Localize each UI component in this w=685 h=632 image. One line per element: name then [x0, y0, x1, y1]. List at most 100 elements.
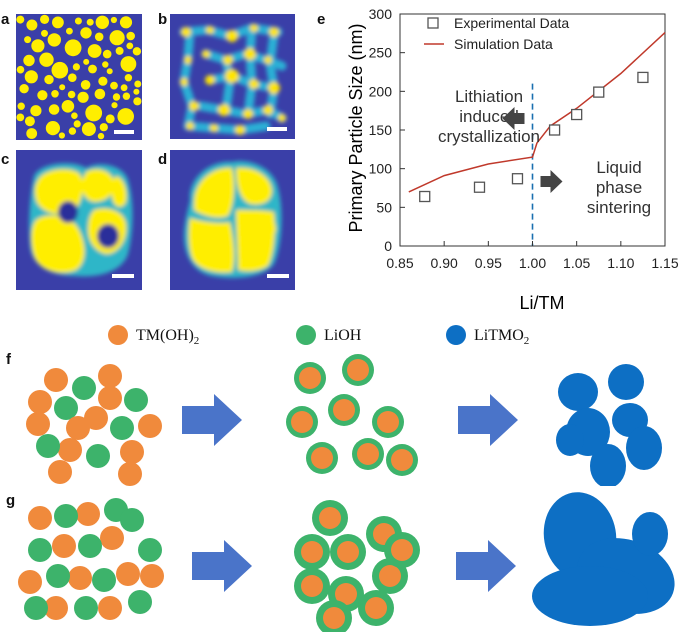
grain	[110, 81, 118, 90]
grain	[117, 108, 134, 125]
particle	[46, 564, 70, 588]
particle	[54, 504, 78, 528]
grain	[24, 36, 32, 44]
grain	[235, 125, 245, 135]
tm-core	[311, 447, 333, 469]
particle	[120, 508, 144, 532]
tm-core	[337, 541, 359, 563]
x-tick-label: 0.90	[431, 255, 458, 271]
panel-letter-f: f	[6, 351, 11, 368]
grain	[24, 70, 38, 84]
grain	[119, 16, 133, 29]
grain	[77, 91, 89, 103]
sim-panel-d	[170, 150, 295, 290]
grain	[132, 47, 142, 56]
experimental-point	[548, 124, 561, 136]
grain	[19, 84, 29, 94]
panel-letter-c: c	[1, 151, 10, 168]
grain	[59, 84, 66, 91]
litmo2-dot	[446, 325, 466, 345]
grain	[124, 74, 133, 82]
grain	[44, 74, 54, 85]
grain	[205, 75, 215, 85]
particle	[44, 368, 68, 392]
scale-bar	[267, 127, 287, 131]
grain	[105, 114, 115, 124]
grain	[83, 58, 90, 65]
particle	[76, 502, 100, 526]
litmo2-label: LiTMO	[474, 327, 524, 344]
grain	[71, 112, 78, 119]
sim-image-a	[16, 14, 142, 140]
grain	[16, 113, 25, 122]
experimental-series	[419, 71, 649, 203]
litmo2-subscript: 2	[523, 335, 530, 348]
panel-letter-g: g	[6, 492, 16, 509]
particle	[138, 414, 162, 438]
y-tick-label: 300	[369, 6, 393, 22]
product-grain	[626, 426, 662, 470]
grain	[102, 49, 112, 59]
chart-panel-e: 0.85 0.90 0.95 1.00 1.05 1.10 1.15 0 50 100 150 200…	[330, 0, 685, 320]
annotation-left-line: Lithiation	[455, 87, 523, 106]
tm-oh2-legend: TM(OH)2	[136, 328, 199, 347]
grain	[41, 29, 48, 37]
particle	[86, 444, 110, 468]
particle	[84, 406, 108, 430]
grain	[202, 50, 210, 58]
mixed-precursors-g	[18, 498, 164, 620]
grain	[250, 24, 258, 32]
grain	[249, 79, 259, 89]
grain	[66, 27, 73, 35]
particle	[98, 364, 122, 388]
particle	[52, 534, 76, 558]
grain	[24, 116, 35, 127]
tm-oh2-dot	[108, 325, 128, 345]
grain	[85, 104, 103, 122]
grain	[102, 61, 109, 68]
grain	[226, 30, 238, 42]
grain	[26, 128, 38, 139]
tm-oh2-subscript: 2	[193, 335, 200, 348]
tm-core	[379, 565, 401, 587]
experimental-point	[419, 190, 431, 203]
grain	[181, 27, 191, 37]
grain	[244, 48, 256, 60]
panel-letter-d: d	[158, 151, 168, 168]
grain	[94, 32, 104, 42]
tm-core	[301, 575, 323, 597]
grain	[48, 104, 60, 115]
schematic-row-f	[26, 354, 662, 486]
tm-core	[291, 411, 313, 433]
sim-image-b	[170, 14, 295, 139]
grain	[133, 97, 142, 106]
arrow-left-icon	[502, 107, 525, 130]
panel-letter-e: e	[317, 11, 326, 28]
x-tick-label: 1.15	[651, 255, 678, 271]
x-tick-label: 0.95	[475, 255, 502, 271]
particle-size-chart: 0.85 0.90 0.95 1.00 1.05 1.10 1.15 0 50 100 150 200…	[346, 6, 679, 313]
y-tick-label: 200	[369, 83, 393, 99]
tm-core	[335, 583, 357, 605]
grain	[51, 61, 69, 79]
x-tick-label: 0.85	[386, 255, 413, 271]
grain	[243, 109, 253, 119]
grain	[189, 101, 199, 111]
sim-panel-b	[170, 14, 295, 139]
grain	[120, 56, 137, 72]
y-tick-label: 250	[369, 45, 393, 61]
annotation-right-line: Liquid	[596, 158, 641, 177]
grain	[112, 93, 121, 101]
grain	[68, 73, 77, 82]
grain	[16, 15, 25, 24]
grain	[68, 127, 77, 135]
y-axis-label: Primary Particle Size (nm)	[346, 23, 366, 232]
particle	[98, 386, 122, 410]
legend-marker-experimental	[427, 17, 439, 29]
schematic-row-g	[18, 492, 675, 632]
y-tick-label: 0	[384, 238, 392, 254]
x-axis-label: Li/TM	[520, 293, 565, 313]
particle	[58, 438, 82, 462]
x-tick-label: 1.10	[607, 255, 634, 271]
